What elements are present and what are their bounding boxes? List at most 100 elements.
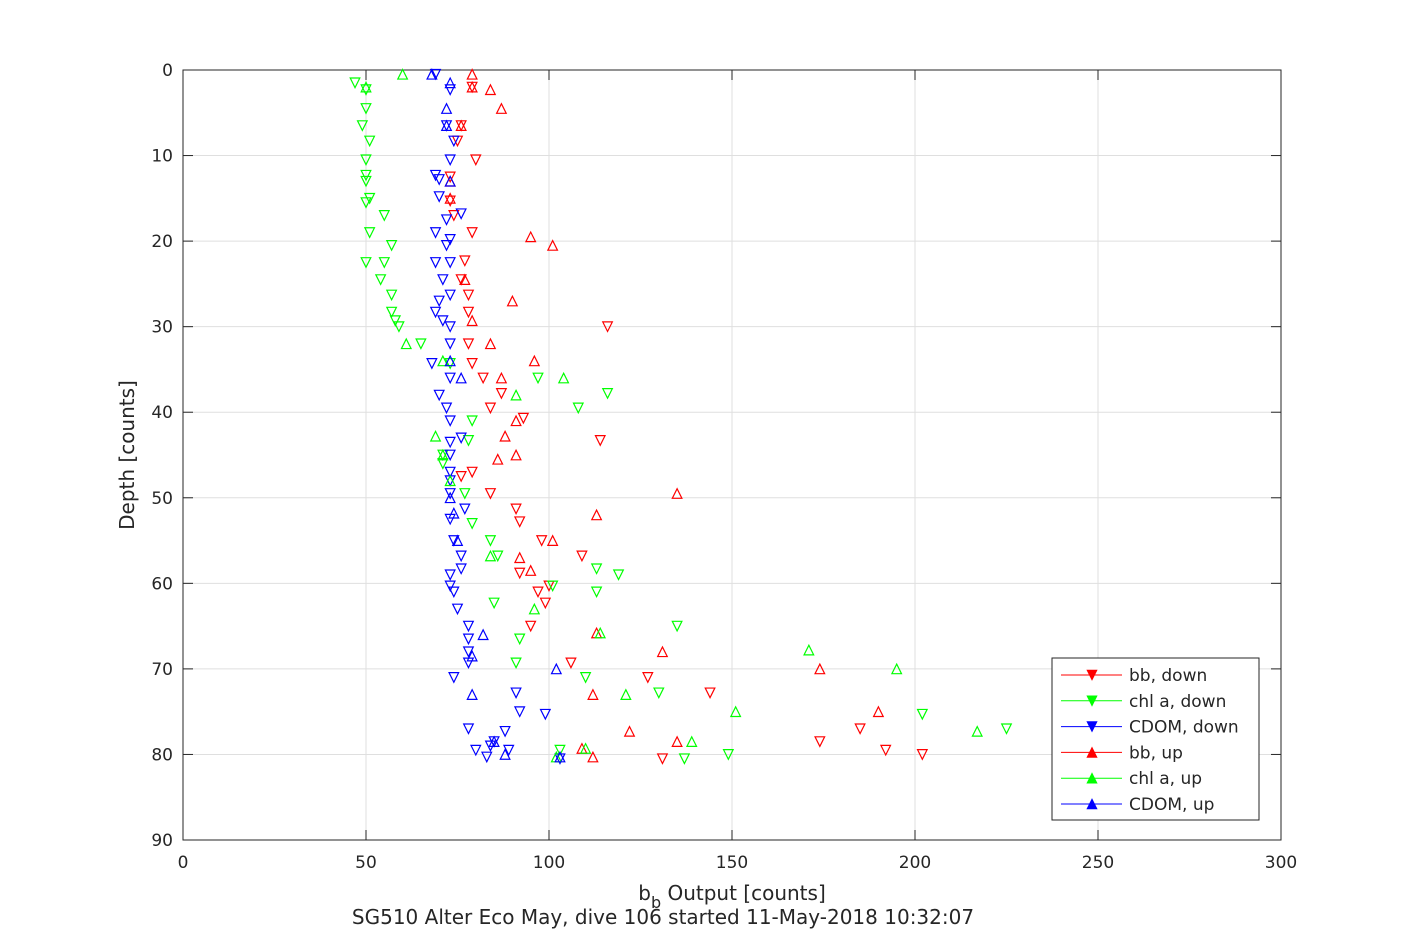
data-point <box>363 135 376 148</box>
data-point <box>803 643 815 656</box>
data-point <box>495 102 508 114</box>
data-point <box>360 175 372 188</box>
data-point <box>590 563 603 575</box>
legend-entry: chl a, down <box>1061 692 1226 712</box>
data-point <box>579 672 592 684</box>
x-tick-label: 100 <box>533 853 565 873</box>
data-point <box>448 586 460 599</box>
data-point <box>539 597 552 610</box>
data-point <box>466 415 478 427</box>
data-point <box>671 620 683 633</box>
data-point <box>554 753 566 765</box>
data-point <box>704 687 716 699</box>
data-point <box>378 210 391 222</box>
data-point <box>437 448 449 461</box>
tick-labels: 0 50 100 150 200 250 300 0 10 20 30 40 50 60 70 80 90 <box>151 61 1297 873</box>
data-point <box>550 662 563 675</box>
data-point <box>491 550 504 563</box>
data-point <box>444 466 456 479</box>
data-point <box>459 503 471 516</box>
data-point <box>510 687 522 699</box>
data-point <box>444 192 456 204</box>
data-point <box>429 430 442 442</box>
data-point <box>459 255 471 267</box>
series-1 <box>349 77 1013 765</box>
data-point <box>455 563 467 575</box>
data-point <box>444 257 456 269</box>
data-point <box>491 453 504 465</box>
data-point <box>429 68 442 81</box>
data-point <box>440 102 453 114</box>
data-point <box>539 708 552 721</box>
data-point <box>576 550 588 563</box>
data-point <box>612 569 625 581</box>
data-point <box>513 706 526 718</box>
data-point <box>510 414 522 427</box>
data-point <box>890 662 903 675</box>
data-point <box>466 466 478 479</box>
data-point <box>671 735 683 748</box>
data-point <box>484 83 497 96</box>
data-point <box>360 257 372 269</box>
data-point <box>444 449 456 462</box>
data-point <box>448 535 460 547</box>
data-point <box>484 337 497 350</box>
x-tick-label: 150 <box>716 853 748 873</box>
figure-caption: SG510 Alter Eco May, dive 106 started 11… <box>352 905 974 929</box>
y-tick-label: 40 <box>151 403 173 423</box>
legend-marker <box>1086 798 1098 810</box>
data-point <box>385 289 398 302</box>
data-point <box>385 239 398 252</box>
data-point <box>378 257 391 269</box>
data-point <box>528 602 541 615</box>
data-point <box>532 586 544 599</box>
legend-label: bb, down <box>1129 666 1207 686</box>
data-markers <box>349 68 1013 765</box>
data-point <box>557 371 570 384</box>
legend-marker <box>1086 695 1098 707</box>
y-tick-label: 80 <box>151 745 173 765</box>
data-point <box>444 195 456 208</box>
data-point <box>1000 723 1013 735</box>
data-point <box>466 314 478 327</box>
data-point <box>444 491 456 504</box>
data-point <box>572 402 585 415</box>
data-point <box>433 191 445 203</box>
data-point <box>506 294 519 307</box>
data-point <box>360 154 372 166</box>
data-point <box>466 518 478 530</box>
data-point <box>444 175 456 187</box>
data-point <box>415 338 427 350</box>
data-point <box>451 603 464 616</box>
data-point <box>499 430 511 442</box>
data-point <box>601 388 614 400</box>
data-point <box>594 435 607 447</box>
data-point <box>437 315 449 327</box>
data-point <box>360 169 372 182</box>
data-point <box>916 749 929 761</box>
data-point <box>488 735 500 748</box>
data-point <box>462 633 475 646</box>
data-point <box>579 742 592 754</box>
data-point <box>433 389 445 402</box>
data-point <box>444 358 456 370</box>
series-3 <box>444 68 885 763</box>
data-point <box>590 508 603 521</box>
data-point <box>499 748 511 760</box>
data-point <box>429 306 442 319</box>
data-point <box>433 295 445 308</box>
data-point <box>451 534 464 546</box>
legend: bb, down chl a, down CDOM, down bb, up chl a… <box>1051 657 1260 821</box>
data-point <box>444 488 456 500</box>
data-point <box>396 68 409 80</box>
data-point <box>481 751 493 764</box>
data-point <box>433 174 445 186</box>
data-point <box>462 338 475 350</box>
data-point <box>513 567 526 580</box>
data-point <box>462 646 475 658</box>
data-point <box>374 274 387 286</box>
legend-marker <box>1086 669 1098 681</box>
data-point <box>444 321 456 333</box>
data-point <box>462 435 475 447</box>
data-point <box>470 154 482 166</box>
